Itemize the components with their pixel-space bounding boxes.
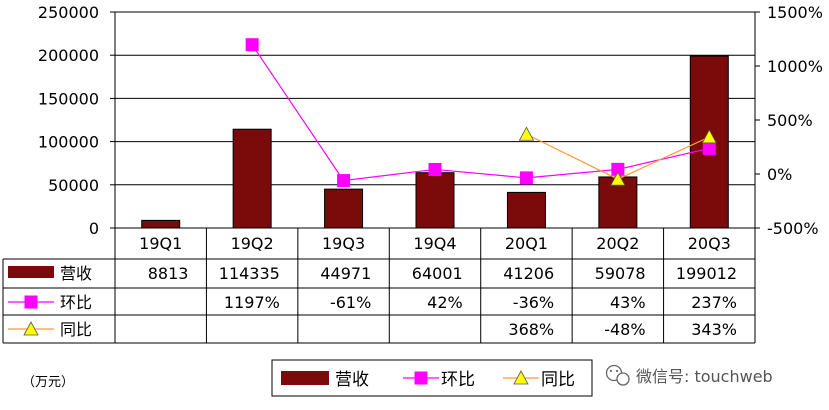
category-label: 19Q3 [322, 234, 365, 253]
unit-label: （万元） [22, 375, 74, 390]
y-right-tick-label: 0% [767, 165, 792, 184]
line-point [414, 371, 428, 385]
y-left-tick-label: 250000 [38, 3, 99, 22]
y-left-tick-label: 100000 [38, 133, 99, 152]
data-label: 199012 [676, 264, 737, 283]
data-label: 41206 [503, 264, 554, 283]
data-label: 8813 [148, 264, 189, 283]
row-key-label: 营收 [60, 264, 92, 283]
series-line [251, 44, 710, 182]
watermark-text: 微信号: touchweb [636, 367, 773, 386]
y-right-tick-label: 1500% [767, 3, 823, 22]
data-label: 114335 [219, 264, 280, 283]
legend-label: 环比 [441, 370, 475, 390]
legend-label: 同比 [541, 370, 575, 390]
bar [232, 128, 272, 229]
line-point [23, 321, 39, 336]
axes: 0 50000 100000 150000 200000 250000 -500% 0% 500… [38, 3, 823, 238]
line-point [24, 295, 38, 309]
category-label: 19Q4 [413, 234, 456, 253]
bar [506, 191, 546, 229]
line-point [513, 370, 529, 385]
y-right-tick-label: 500% [767, 111, 813, 130]
category-label: 20Q2 [596, 234, 639, 253]
data-label: 237% [691, 293, 737, 312]
y-left-tick-label: 200000 [38, 46, 99, 65]
line-point [702, 141, 716, 155]
row-key-swatch [8, 266, 54, 278]
data-label: 42% [427, 293, 463, 312]
row-key-label: 环比 [60, 293, 92, 312]
legend-swatch [281, 371, 329, 385]
y-left-tick-label: 50000 [48, 176, 99, 195]
line-point [519, 171, 533, 185]
y-left-tick-label: 0 [89, 219, 99, 238]
data-label: 64001 [412, 264, 463, 283]
line-point [518, 126, 535, 141]
category-label: 20Q1 [505, 234, 548, 253]
data-label: 44971 [320, 264, 371, 283]
line-point [245, 38, 259, 52]
y-left-tick-label: 150000 [38, 89, 99, 108]
watermark: 微信号: touchweb [605, 364, 773, 386]
data-label: -61% [330, 293, 371, 312]
data-label: 1197% [224, 293, 280, 312]
wechat-icon [605, 364, 630, 386]
bar [141, 219, 181, 229]
data-label: -36% [513, 293, 554, 312]
line-point [701, 129, 717, 144]
line-point [337, 174, 351, 188]
line-series [245, 38, 717, 188]
data-label: 59078 [595, 264, 646, 283]
category-label: 20Q3 [688, 234, 731, 253]
line-point [610, 171, 626, 186]
data-label: 43% [610, 293, 646, 312]
bar [415, 172, 455, 229]
category-label: 19Q1 [139, 234, 182, 253]
data-label: 343% [691, 320, 737, 339]
legend-label: 营收 [335, 370, 369, 390]
row-key-label: 同比 [60, 320, 92, 339]
bar [324, 188, 364, 229]
data-label: 368% [508, 320, 554, 339]
y-right-tick-label: 1000% [767, 57, 823, 76]
category-label: 19Q2 [231, 234, 274, 253]
bar-series [141, 55, 729, 229]
data-label: -48% [604, 320, 645, 339]
data-table: 19Q1 19Q2 19Q3 19Q4 20Q1 20Q2 20Q3 营收 8813 114335… [2, 227, 756, 344]
legend: 营收 环比 同比 [271, 359, 593, 397]
y-right-tick-label: -500% [767, 219, 819, 238]
line-point [428, 162, 442, 176]
